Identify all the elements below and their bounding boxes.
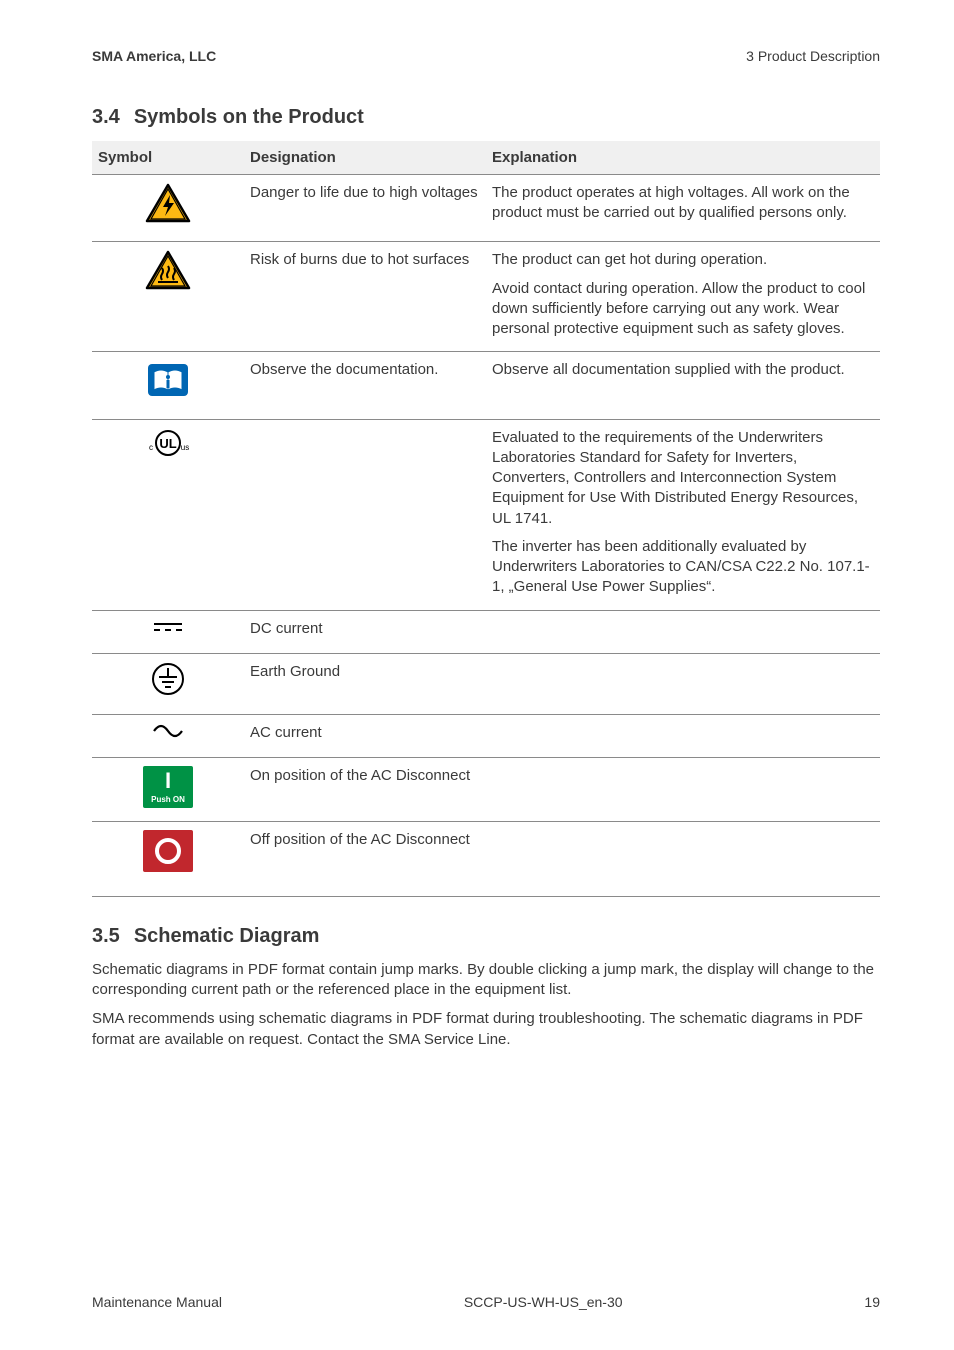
svg-text:c: c [149, 443, 153, 452]
explanation: The product can get hot during operation… [486, 242, 880, 352]
table-row: Risk of burns due to hot surfaces The pr… [92, 242, 880, 352]
svg-text:UL: UL [159, 436, 176, 451]
documentation-icon [146, 360, 190, 400]
hot-surface-warning-icon [145, 250, 191, 290]
symbol-cell: I Push ON [92, 758, 244, 821]
explanation [486, 653, 880, 714]
table-row: Danger to life due to high voltages The … [92, 175, 880, 242]
table-row: Earth Ground [92, 653, 880, 714]
explanation: The product operates at high voltages. A… [486, 175, 880, 242]
section-3-5-p2: SMA recommends using schematic diagrams … [92, 1009, 880, 1050]
symbol-cell: Push OFF [92, 821, 244, 896]
symbol-cell [92, 610, 244, 653]
on-bar-glyph: I [143, 770, 193, 792]
section-number: 3.4 [92, 106, 120, 128]
table-row: I Push ON On position of the AC Disconne… [92, 758, 880, 821]
explanation-p2: Avoid contact during operation. Allow th… [492, 279, 874, 340]
ul-certification-icon: UL c us [143, 428, 193, 458]
high-voltage-warning-icon [145, 183, 191, 223]
designation: Off position of the AC Disconnect [244, 821, 486, 896]
push-on-icon: I Push ON [143, 766, 193, 808]
designation: Observe the documentation. [244, 352, 486, 419]
symbols-table: Symbol Designation Explanation Danger to… [92, 141, 880, 897]
symbol-cell: UL c us [92, 419, 244, 610]
section-title: Symbols on the Product [134, 106, 364, 128]
explanation [486, 715, 880, 758]
designation: Risk of burns due to hot surfaces [244, 242, 486, 352]
symbol-cell [92, 242, 244, 352]
explanation [486, 821, 880, 896]
explanation: Observe all documentation supplied with … [486, 352, 880, 419]
table-row: UL c us Evaluated to the requirements of… [92, 419, 880, 610]
header-chapter: 3 Product Description [746, 48, 880, 64]
symbol-cell [92, 715, 244, 758]
footer-right: 19 [864, 1294, 880, 1310]
designation: Earth Ground [244, 653, 486, 714]
section-3-5-heading: 3.5 Schematic Diagram [92, 925, 880, 948]
earth-ground-icon [151, 662, 185, 696]
designation: DC current [244, 610, 486, 653]
svg-text:us: us [181, 443, 189, 452]
table-row: Push OFF Off position of the AC Disconne… [92, 821, 880, 896]
table-row: DC current [92, 610, 880, 653]
table-row: AC current [92, 715, 880, 758]
symbol-cell [92, 653, 244, 714]
push-off-icon: Push OFF [143, 830, 193, 872]
explanation [486, 610, 880, 653]
dc-current-icon [148, 619, 188, 635]
col-designation: Designation [244, 141, 486, 175]
designation: Danger to life due to high voltages [244, 175, 486, 242]
page-footer: Maintenance Manual SCCP-US-WH-US_en-30 1… [92, 1294, 880, 1310]
table-row: Observe the documentation. Observe all d… [92, 352, 880, 419]
off-circle-glyph [143, 834, 193, 868]
designation [244, 419, 486, 610]
footer-center: SCCP-US-WH-US_en-30 [464, 1294, 623, 1310]
explanation-p1: Evaluated to the requirements of the Und… [492, 428, 874, 529]
section-title: Schematic Diagram [134, 925, 320, 947]
symbol-cell [92, 352, 244, 419]
header-company: SMA America, LLC [92, 48, 216, 64]
explanation: Evaluated to the requirements of the Und… [486, 419, 880, 610]
symbol-cell [92, 175, 244, 242]
ac-current-icon [150, 723, 186, 739]
section-3-5-p1: Schematic diagrams in PDF format contain… [92, 960, 880, 1001]
col-symbol: Symbol [92, 141, 244, 175]
section-number: 3.5 [92, 925, 120, 947]
footer-left: Maintenance Manual [92, 1294, 222, 1310]
page-header: SMA America, LLC 3 Product Description [92, 48, 880, 64]
explanation-p1: The product can get hot during operation… [492, 250, 874, 270]
explanation-p2: The inverter has been additionally evalu… [492, 537, 874, 598]
col-explanation: Explanation [486, 141, 880, 175]
explanation [486, 758, 880, 821]
section-3-4-heading: 3.4 Symbols on the Product [92, 106, 880, 129]
push-on-label: Push ON [143, 795, 193, 806]
designation: AC current [244, 715, 486, 758]
push-off-label: Push OFF [143, 871, 193, 882]
designation: On position of the AC Disconnect [244, 758, 486, 821]
